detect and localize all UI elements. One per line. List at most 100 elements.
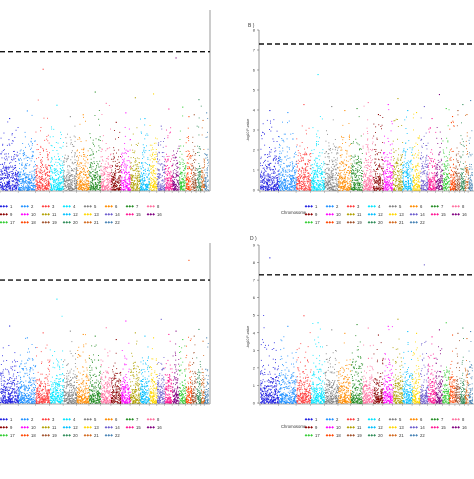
snp-point — [61, 170, 62, 171]
snp-point — [4, 186, 5, 187]
snp-point — [261, 171, 262, 172]
snp-point — [157, 154, 158, 155]
snp-point — [40, 188, 41, 189]
legend-label: 1 — [10, 204, 13, 209]
snp-point — [284, 188, 285, 189]
snp-point — [267, 186, 268, 187]
snp-point — [308, 159, 309, 160]
snp-point — [57, 182, 58, 183]
snp-point — [158, 188, 159, 189]
snp-point — [85, 188, 86, 189]
snp-point — [125, 152, 126, 153]
snp-point — [5, 168, 6, 169]
snp-point — [291, 181, 292, 182]
snp-point — [48, 159, 49, 160]
snp-point — [97, 179, 98, 180]
snp-point — [54, 169, 55, 170]
snp-point — [105, 150, 106, 151]
snp-point — [54, 187, 55, 188]
snp-point — [162, 189, 163, 190]
snp-point — [193, 180, 194, 181]
snp-point — [22, 179, 23, 180]
snp-point — [280, 167, 281, 168]
snp-point — [114, 175, 115, 176]
snp-point — [303, 176, 304, 177]
snp-point — [159, 190, 160, 191]
snp-point — [273, 177, 274, 178]
snp-point — [109, 174, 110, 175]
snp-point — [119, 178, 120, 179]
snp-point — [198, 185, 199, 186]
snp-point — [77, 170, 78, 171]
snp-point — [297, 189, 298, 190]
legend-marker — [44, 205, 47, 208]
snp-point — [91, 182, 92, 183]
snp-point — [156, 180, 157, 181]
snp-point — [109, 147, 110, 148]
snp-point — [39, 179, 40, 180]
snp-point — [62, 176, 63, 177]
snp-point — [204, 174, 205, 175]
snp-point — [7, 122, 8, 123]
snp-point — [21, 164, 22, 165]
snp-point — [164, 190, 165, 191]
snp-point — [292, 166, 293, 167]
snp-point — [153, 171, 154, 172]
snp-point — [26, 186, 27, 187]
snp-point — [188, 177, 189, 178]
snp-point — [105, 169, 106, 170]
snp-point — [133, 190, 134, 191]
snp-point — [13, 151, 14, 152]
snp-point — [12, 166, 13, 167]
snp-point — [138, 143, 139, 144]
snp-point — [93, 140, 94, 141]
snp-point — [133, 175, 134, 176]
snp-point — [149, 171, 150, 172]
snp-point — [75, 159, 76, 160]
legend-marker — [2, 205, 5, 208]
snp-point — [270, 175, 271, 176]
snp-point — [22, 178, 23, 179]
legend-marker — [63, 213, 66, 216]
snp-point — [75, 141, 76, 142]
snp-point — [89, 173, 90, 174]
snp-point — [49, 152, 50, 153]
snp-point — [23, 150, 24, 151]
snp-point — [5, 159, 6, 160]
snp-point — [88, 181, 89, 182]
snp-point — [112, 190, 113, 191]
snp-point — [49, 182, 50, 183]
snp-point — [27, 183, 28, 184]
snp-point — [97, 188, 98, 189]
snp-point — [183, 146, 184, 147]
snp-point — [3, 180, 4, 181]
snp-point — [9, 145, 10, 146]
snp-point — [45, 189, 46, 190]
snp-point — [292, 184, 293, 185]
snp-point — [170, 175, 171, 176]
snp-point — [103, 175, 104, 176]
snp-point — [292, 164, 293, 165]
snp-point — [115, 166, 116, 167]
snp-point — [168, 160, 169, 161]
snp-point — [282, 150, 283, 151]
snp-point — [91, 186, 92, 187]
snp-point — [0, 153, 1, 154]
snp-point — [14, 151, 15, 152]
snp-point — [38, 171, 39, 172]
snp-point — [126, 167, 127, 168]
snp-point — [268, 173, 269, 174]
snp-point — [154, 157, 155, 158]
snp-point — [33, 190, 34, 191]
snp-point — [305, 181, 306, 182]
snp-point — [42, 165, 43, 166]
legend-marker — [147, 205, 150, 208]
snp-point — [159, 152, 160, 153]
legend-marker — [68, 221, 71, 224]
peak-snp-point — [116, 122, 117, 123]
snp-point — [139, 174, 140, 175]
snp-point — [150, 179, 151, 180]
snp-point — [41, 162, 42, 163]
snp-point — [58, 162, 59, 163]
snp-point — [2, 173, 3, 174]
